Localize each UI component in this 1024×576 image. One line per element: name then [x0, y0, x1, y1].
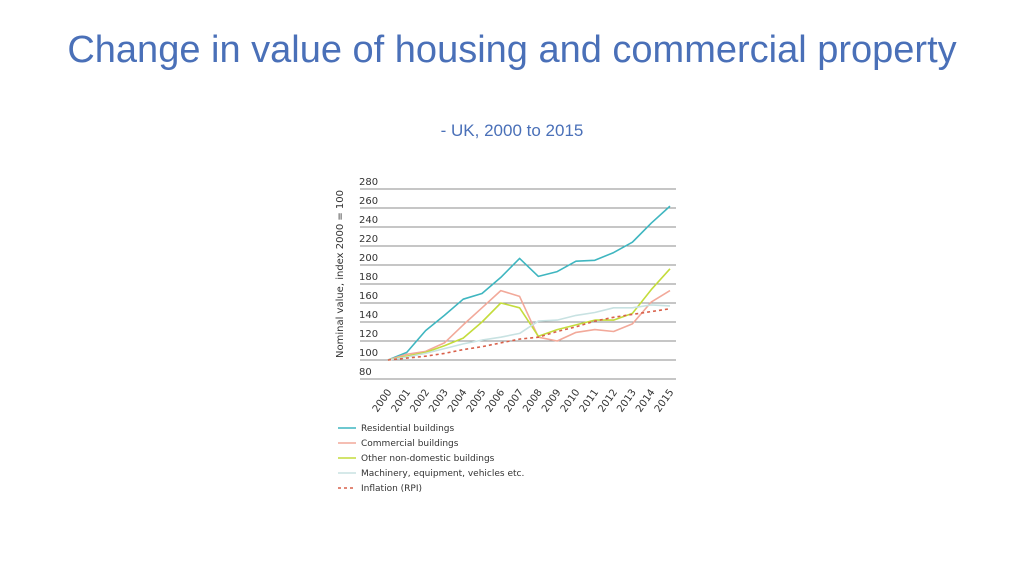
x-tick-2004: 2004	[446, 387, 470, 414]
y-tick-labels: 80 100 120 140 160 180 200 220 240 260 280	[359, 177, 378, 378]
y-tick-120: 120	[359, 329, 378, 340]
x-tick-2001: 2001	[390, 387, 414, 414]
y-tick-280: 280	[359, 177, 378, 188]
legend: Residential buildings Commercial building…	[338, 424, 524, 494]
legend-label-1: Commercial buildings	[361, 439, 459, 449]
legend-label-0: Residential buildings	[361, 424, 454, 434]
x-tick-2005: 2005	[465, 387, 489, 414]
series-line-1	[387, 289, 671, 361]
grid-lines	[360, 188, 676, 380]
x-tick-2002: 2002	[408, 387, 432, 414]
x-tick-2000: 2000	[371, 387, 395, 414]
x-tick-2010: 2010	[559, 387, 583, 414]
x-tick-2013: 2013	[615, 387, 639, 414]
x-tick-2015: 2015	[653, 387, 677, 414]
y-tick-100: 100	[359, 348, 378, 359]
x-tick-2014: 2014	[634, 387, 658, 414]
legend-label-2: Other non-domestic buildings	[361, 454, 495, 464]
x-tick-2006: 2006	[484, 387, 508, 414]
x-tick-2011: 2011	[578, 387, 602, 414]
y-tick-220: 220	[359, 234, 378, 245]
series-line-0	[387, 205, 671, 361]
y-tick-200: 200	[359, 253, 378, 264]
y-tick-180: 180	[359, 272, 378, 283]
legend-label-3: Machinery, equipment, vehicles etc.	[361, 469, 524, 479]
y-axis-title: Nominal value, index 2000 = 100	[335, 190, 346, 358]
slide-title: Change in value of housing and commercia…	[67, 29, 957, 71]
x-tick-labels: 2000200120022003200420052006200720082009…	[371, 387, 677, 414]
y-tick-80: 80	[359, 367, 372, 378]
series-line-3	[387, 304, 671, 361]
x-tick-2003: 2003	[427, 387, 451, 414]
x-tick-2007: 2007	[502, 387, 526, 414]
legend-label-4: Inflation (RPI)	[361, 484, 422, 494]
x-tick-2009: 2009	[540, 387, 564, 414]
series-lines	[387, 205, 671, 361]
y-tick-240: 240	[359, 215, 378, 226]
series-line-2	[387, 268, 671, 361]
y-tick-140: 140	[359, 310, 378, 321]
y-tick-260: 260	[359, 196, 378, 207]
slide-subtitle: - UK, 2000 to 2015	[440, 121, 584, 140]
x-tick-2012: 2012	[596, 387, 620, 414]
y-tick-160: 160	[359, 291, 378, 302]
x-tick-2008: 2008	[521, 387, 545, 414]
